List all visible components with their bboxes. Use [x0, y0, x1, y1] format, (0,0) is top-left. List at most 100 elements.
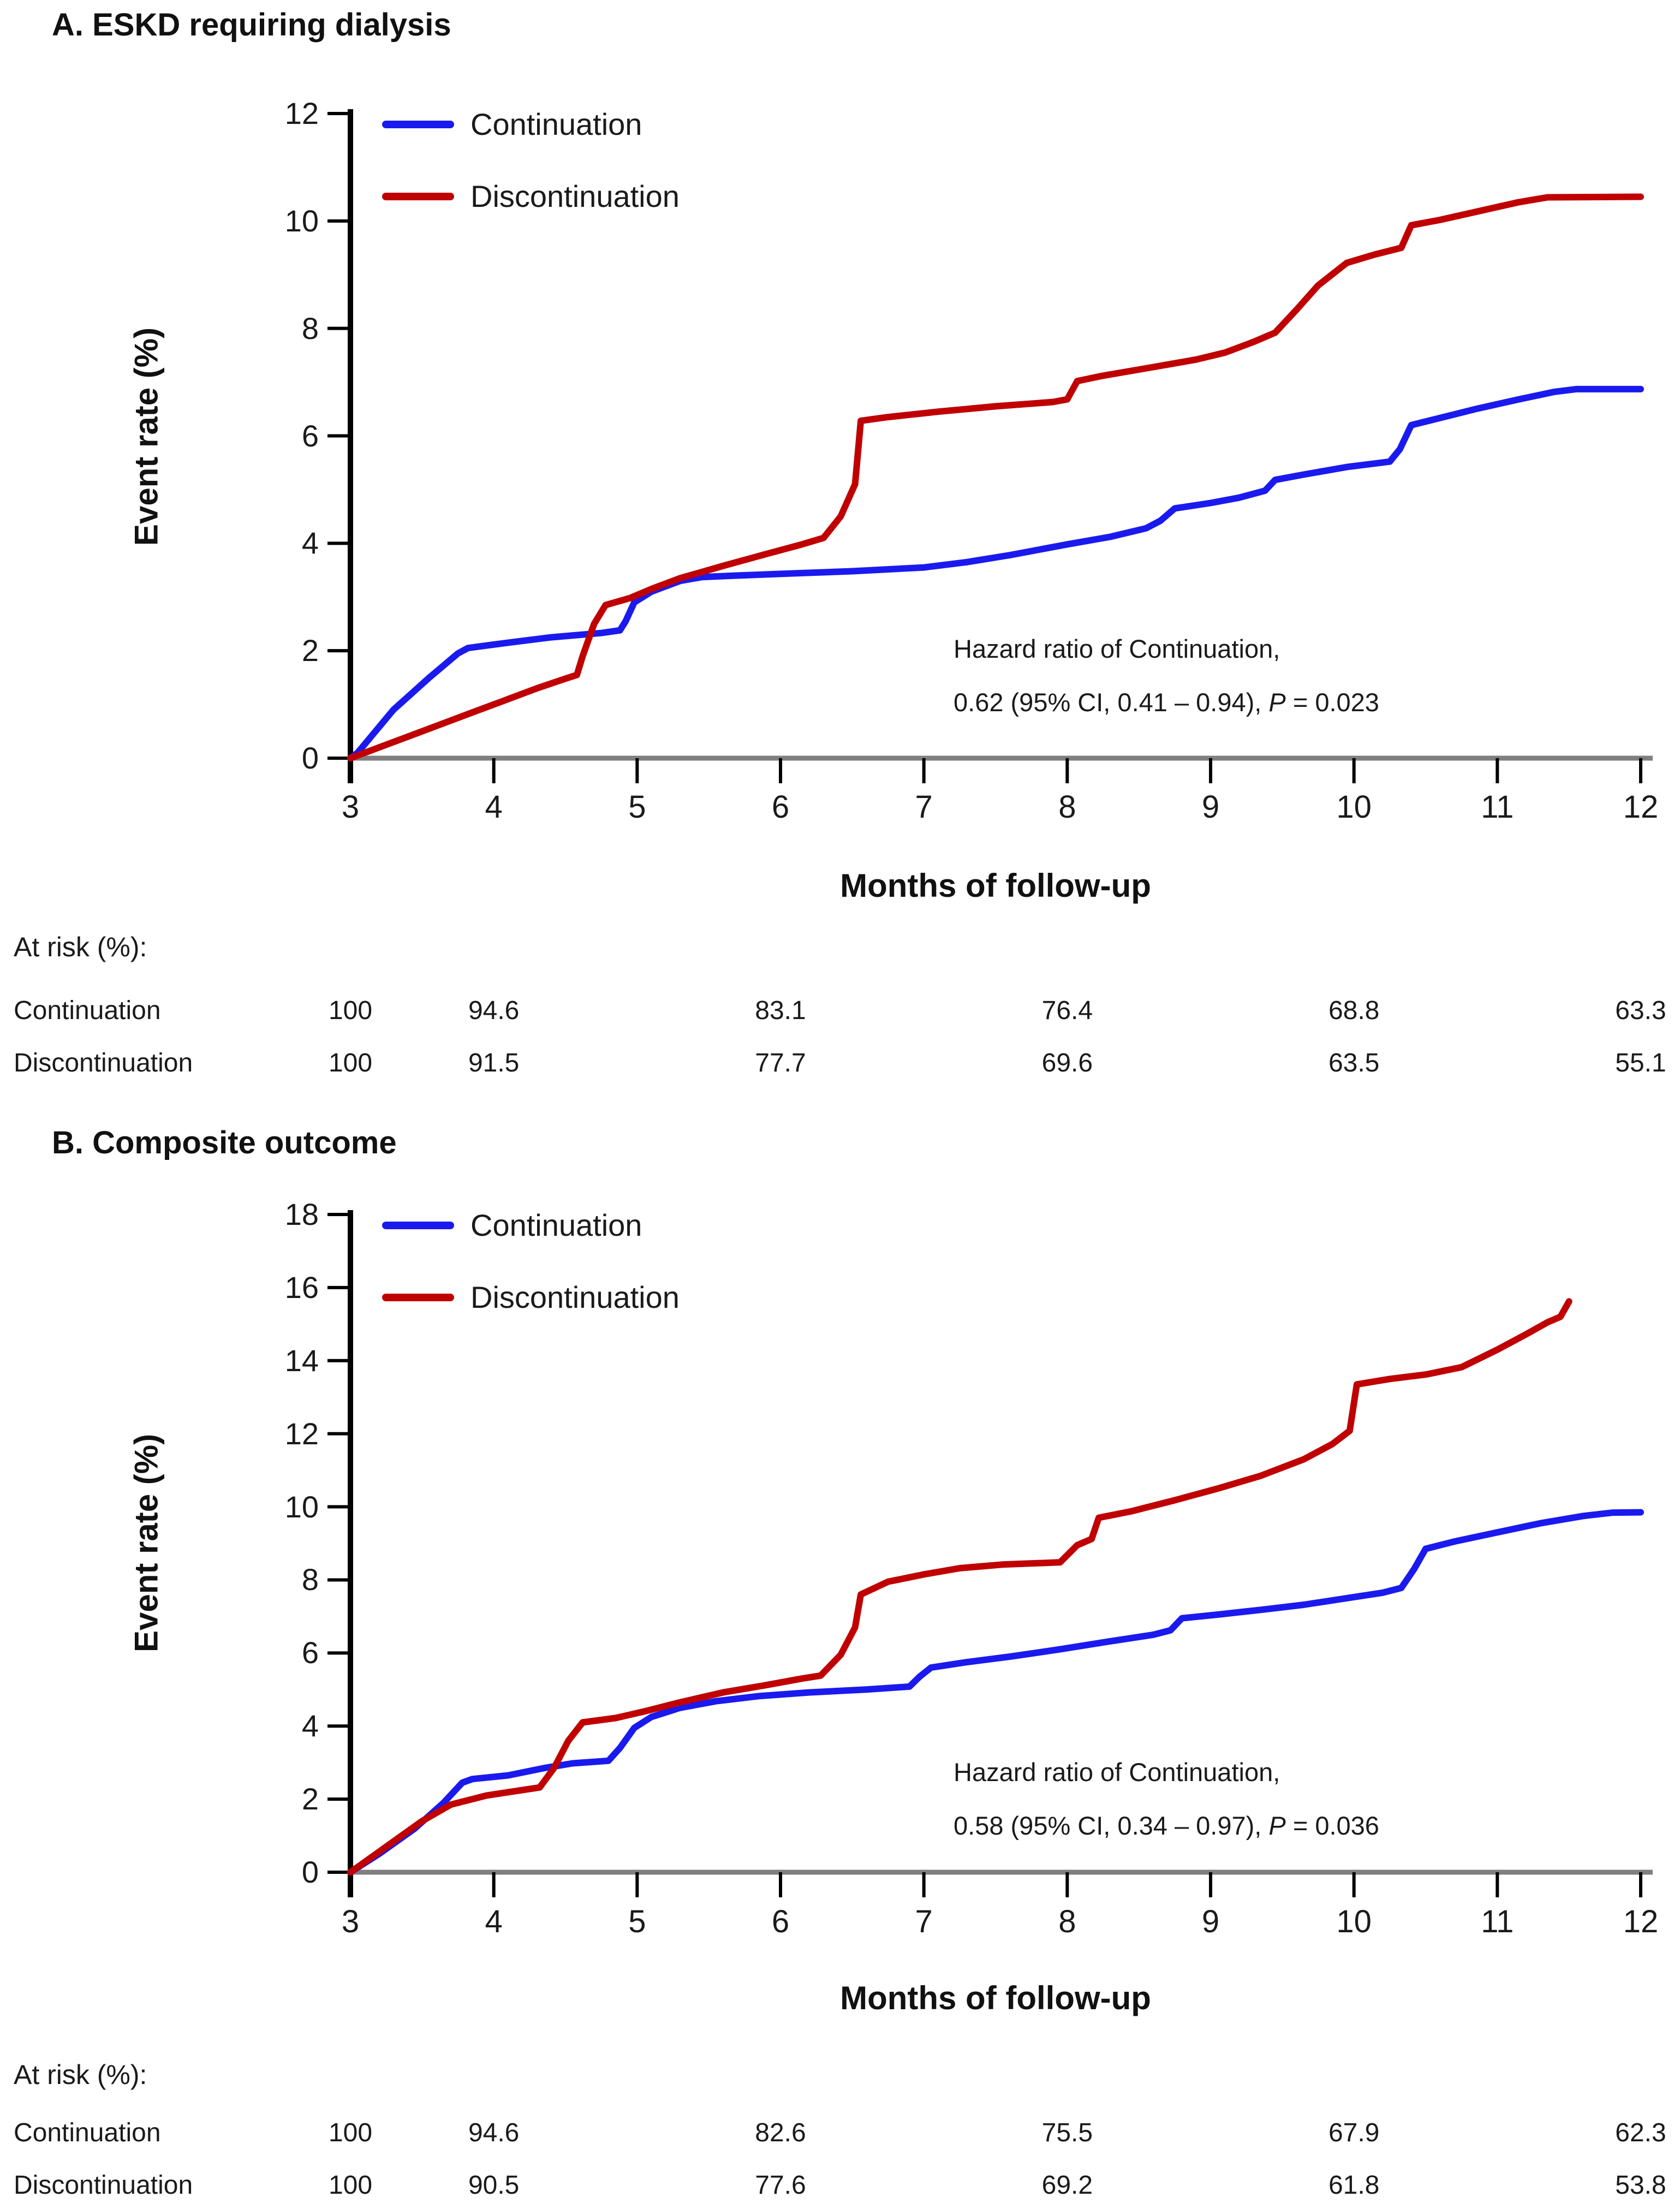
panel-b-y-axis-label: Event rate (%)	[128, 1433, 165, 1653]
x-tick-label: 8	[1058, 1904, 1076, 1939]
at-risk-value: 82.6	[755, 2118, 806, 2147]
hazard-line2-prefix: 0.62 (95% CI, 0.41 – 0.94),	[954, 688, 1269, 717]
at-risk-value: 100	[328, 1049, 373, 1077]
y-tick-label: 18	[284, 1197, 319, 1231]
panel-b-x-axis-label: Months of follow-up	[840, 1980, 1151, 2016]
panel-a-at-risk-row-continuation: Continuation	[14, 996, 161, 1025]
y-tick-label: 8	[301, 1562, 319, 1597]
panel-a-x-axis-label: Months of follow-up	[840, 867, 1151, 904]
x-tick-label: 12	[1623, 1904, 1659, 1939]
y-tick-label: 4	[301, 1708, 319, 1743]
panel-b-at-risk-row-discontinuation: Discontinuation	[14, 2171, 193, 2200]
at-risk-value: 69.6	[1041, 1049, 1093, 1077]
x-tick-label: 8	[1058, 789, 1076, 825]
at-risk-value: 100	[328, 2171, 373, 2200]
y-tick-label: 10	[284, 203, 319, 238]
x-tick-label: 12	[1623, 789, 1659, 825]
at-risk-value: 83.1	[755, 996, 806, 1025]
y-tick-label: 2	[301, 1782, 319, 1817]
y-tick-label: 14	[284, 1343, 319, 1378]
at-risk-value: 62.3	[1615, 2118, 1666, 2147]
at-risk-value: 76.4	[1041, 996, 1093, 1025]
x-tick-label: 6	[771, 1904, 790, 1939]
legend-label-continuation: Continuation	[470, 107, 642, 141]
at-risk-value: 77.7	[755, 1049, 806, 1077]
at-risk-value: 69.2	[1041, 2171, 1093, 2200]
at-risk-value: 63.5	[1328, 1049, 1380, 1077]
continuation-line-swatch	[382, 1222, 454, 1229]
panel-composite: B. Composite outcome Event rate (%) Cont…	[0, 1103, 1680, 2209]
x-tick-label: 9	[1201, 1904, 1220, 1939]
at-risk-value: 94.6	[468, 996, 520, 1025]
y-tick-label: 0	[301, 1855, 319, 1889]
panel-b-at-risk-heading: At risk (%):	[14, 2059, 147, 2090]
hazard-line2-suffix: = 0.036	[1285, 1811, 1379, 1840]
y-tick-label: 0	[301, 741, 319, 775]
panel-a-legend-discontinuation: Discontinuation	[382, 180, 680, 213]
x-tick-label: 9	[1201, 789, 1220, 825]
hazard-line1: Hazard ratio of Continuation,	[954, 1758, 1280, 1787]
at-risk-value: 91.5	[468, 1049, 520, 1077]
discontinuation-line-swatch	[382, 1294, 454, 1301]
x-tick-label: 6	[771, 789, 790, 825]
x-tick-label: 4	[485, 789, 503, 825]
y-tick-label: 8	[301, 311, 319, 346]
y-tick-label: 2	[301, 633, 319, 668]
panel-b-legend-discontinuation: Discontinuation	[382, 1281, 680, 1314]
at-risk-value: 94.6	[468, 2118, 520, 2147]
legend-label-discontinuation: Discontinuation	[470, 179, 680, 213]
panel-a-at-risk-heading: At risk (%):	[14, 932, 147, 962]
x-tick-label: 11	[1481, 789, 1514, 825]
panel-b-plot	[327, 1210, 1653, 1897]
at-risk-value: 77.6	[755, 2171, 806, 2200]
panel-a-at-risk-row-discontinuation: Discontinuation	[14, 1049, 193, 1077]
at-risk-value: 100	[328, 2118, 373, 2147]
panel-a-plot	[327, 109, 1653, 783]
hazard-line2-prefix: 0.58 (95% CI, 0.34 – 0.97),	[954, 1811, 1269, 1840]
y-tick-label: 6	[301, 1635, 319, 1670]
y-tick-label: 12	[284, 96, 319, 130]
y-tick-label: 6	[301, 418, 319, 453]
at-risk-value: 90.5	[468, 2171, 520, 2200]
hazard-line2-suffix: = 0.023	[1285, 688, 1379, 717]
panel-a-title: A. ESKD requiring dialysis	[52, 7, 451, 43]
series-line-continuation	[347, 385, 1644, 761]
y-tick-label: 4	[301, 526, 319, 561]
x-tick-label: 11	[1481, 1904, 1514, 1939]
series-line-continuation	[347, 1509, 1644, 1875]
panel-a-legend-continuation: Continuation	[382, 108, 642, 141]
x-tick-label: 3	[341, 1904, 360, 1939]
hazard-line1: Hazard ratio of Continuation,	[954, 634, 1280, 663]
at-risk-value: 61.8	[1328, 2171, 1380, 2200]
panel-a-hazard-ratio-annotation: Hazard ratio of Continuation, 0.62 (95% …	[954, 622, 1379, 729]
at-risk-value: 53.8	[1615, 2171, 1666, 2200]
legend-label-discontinuation: Discontinuation	[470, 1280, 680, 1314]
discontinuation-line-swatch	[382, 193, 454, 200]
at-risk-value: 63.3	[1615, 996, 1666, 1025]
x-tick-label: 4	[485, 1904, 503, 1939]
y-tick-label: 12	[284, 1416, 319, 1451]
series-line-discontinuation	[347, 193, 1644, 761]
panel-b-title: B. Composite outcome	[52, 1125, 397, 1160]
x-tick-label: 5	[628, 1904, 646, 1939]
legend-label-continuation: Continuation	[470, 1208, 642, 1242]
panel-b-at-risk-row-continuation: Continuation	[14, 2118, 161, 2147]
panel-eskd: A. ESKD requiring dialysis Event rate (%…	[0, 0, 1680, 1103]
y-tick-label: 16	[284, 1270, 319, 1305]
panel-b-hazard-ratio-annotation: Hazard ratio of Continuation, 0.58 (95% …	[954, 1746, 1379, 1853]
continuation-line-swatch	[382, 121, 454, 128]
x-tick-label: 5	[628, 789, 646, 825]
x-tick-label: 7	[915, 789, 933, 825]
hazard-p-symbol: P	[1268, 688, 1286, 717]
at-risk-value: 68.8	[1328, 996, 1380, 1025]
x-tick-label: 10	[1336, 789, 1372, 825]
x-tick-label: 10	[1336, 1904, 1372, 1939]
series-line-discontinuation	[347, 1298, 1572, 1875]
at-risk-value: 100	[328, 996, 373, 1025]
at-risk-value: 55.1	[1615, 1049, 1666, 1077]
x-tick-label: 3	[341, 789, 360, 825]
y-tick-label: 10	[284, 1489, 319, 1524]
hazard-p-symbol: P	[1268, 1811, 1286, 1840]
at-risk-value: 67.9	[1328, 2118, 1380, 2147]
